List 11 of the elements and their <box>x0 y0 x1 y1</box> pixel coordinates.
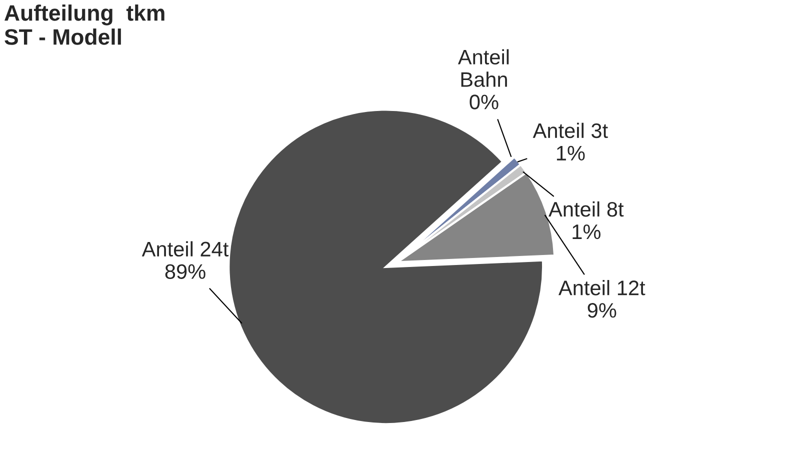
slice-label: Anteil 3t <box>532 122 608 138</box>
slice-label: Anteil 8t <box>548 201 624 217</box>
data-label: 1% <box>556 146 585 160</box>
data-label: 9% <box>588 303 616 318</box>
slice-label: Anteil 12t <box>558 280 646 296</box>
chart-title: Aufteilung tkm ST - Modell <box>4 4 164 45</box>
category-label: Anteil Bahn <box>458 49 509 87</box>
data-label: 89% <box>165 264 206 279</box>
slice-label: Anteil 24t <box>142 241 229 257</box>
data-label: 1% <box>572 224 600 240</box>
text: 0% <box>470 94 498 110</box>
